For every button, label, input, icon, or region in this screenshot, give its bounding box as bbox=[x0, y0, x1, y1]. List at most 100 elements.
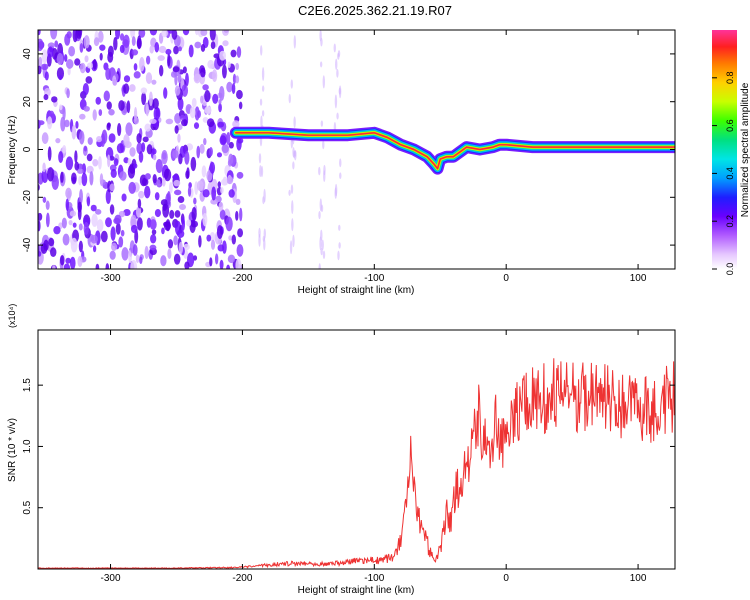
spectrogram-cell bbox=[261, 67, 265, 81]
spectrogram-cell bbox=[337, 250, 340, 261]
spectrogram-cell bbox=[42, 162, 46, 173]
spectrogram-cell bbox=[83, 145, 88, 152]
spectrogram-cell bbox=[206, 118, 215, 128]
spectrogram-cell bbox=[123, 157, 129, 164]
spectrogram-cell bbox=[74, 58, 81, 66]
spectrogram-cell bbox=[338, 242, 341, 249]
spectrogram-cell bbox=[131, 49, 139, 56]
spectrogram-cell bbox=[141, 177, 149, 186]
spectrogram-cell bbox=[291, 200, 294, 215]
spectrogram-cell bbox=[118, 210, 126, 218]
spectrogram-cell bbox=[86, 62, 94, 69]
spectrogram-cell bbox=[222, 40, 229, 47]
spectrogram-cell bbox=[128, 249, 132, 264]
spectrogram-cell bbox=[112, 79, 118, 86]
spectrogram-cell bbox=[320, 204, 324, 213]
x-tick-label: -200 bbox=[232, 573, 252, 584]
spectrogram-cell bbox=[91, 213, 98, 227]
spectrogram-cell bbox=[78, 240, 83, 253]
y-tick-label: -40 bbox=[22, 237, 33, 252]
y-tick-label: 20 bbox=[22, 96, 33, 108]
spectrogram-cell bbox=[196, 145, 201, 159]
x-tick-label: 0 bbox=[503, 573, 509, 584]
snr-line bbox=[38, 358, 675, 569]
spectrogram-cell bbox=[193, 197, 197, 205]
spectrogram-cell bbox=[216, 225, 223, 240]
y-tick-label: 0.5 bbox=[22, 500, 33, 514]
spectrogram-cell bbox=[189, 106, 196, 119]
spectrogram-cell bbox=[58, 74, 63, 81]
spectrogram-cell bbox=[108, 109, 115, 116]
spectrogram-cell bbox=[263, 188, 266, 203]
spectrogram-cell bbox=[160, 199, 168, 206]
spectrogram-cell bbox=[105, 263, 110, 269]
spectrogram-cell bbox=[259, 98, 263, 106]
spectrogram-cell bbox=[211, 69, 218, 83]
spectrogram-cell bbox=[334, 94, 338, 109]
spectrogram-cell bbox=[64, 119, 70, 128]
spectrogram-cell bbox=[338, 224, 341, 231]
spectrogram-cell bbox=[227, 61, 231, 68]
spectrogram-cell bbox=[202, 189, 210, 198]
spectrogram-cell bbox=[145, 103, 149, 117]
spectrogram-cell bbox=[200, 67, 206, 78]
spectrogram-cell bbox=[144, 185, 151, 199]
spectrogram-cell bbox=[172, 174, 180, 180]
spectrogram-cell bbox=[238, 101, 243, 110]
spectrogram-cell bbox=[58, 151, 64, 163]
colorbar-gradient bbox=[712, 30, 737, 269]
spectrogram-cell bbox=[118, 100, 125, 111]
spectrogram-cell bbox=[207, 59, 215, 69]
spectrogram-cell bbox=[79, 62, 86, 74]
spectrogram-cell bbox=[336, 112, 339, 120]
spectrogram-cell bbox=[137, 198, 142, 209]
spectrogram-cell bbox=[65, 59, 74, 69]
spectrogram-cell bbox=[51, 175, 59, 190]
spectrogram-cell bbox=[77, 255, 83, 267]
spectrogram-cell bbox=[212, 93, 219, 104]
spectrogram-cell bbox=[123, 133, 130, 147]
spectrogram-cell bbox=[79, 130, 85, 145]
spectrogram-cell bbox=[72, 30, 78, 43]
spectrogram-cell bbox=[47, 46, 54, 58]
spectrogram-cell bbox=[161, 177, 166, 187]
spectrogram-cell bbox=[333, 43, 336, 53]
spectrogram-cell bbox=[336, 68, 339, 78]
spectrogram-cell bbox=[43, 94, 49, 101]
spectrogram-cell bbox=[173, 235, 178, 246]
spectrogram-heatmap bbox=[38, 30, 675, 269]
spectrogram-cell bbox=[41, 132, 49, 144]
colorbar-tick-label: 0.8 bbox=[725, 72, 735, 85]
spectrogram-cell bbox=[181, 84, 189, 97]
spectrogram-cell bbox=[90, 234, 98, 244]
spectrogram-cell bbox=[320, 120, 324, 127]
spectrogram-cell bbox=[106, 122, 111, 131]
spectrogram-cell bbox=[79, 113, 86, 120]
spectrogram-cell bbox=[136, 217, 143, 231]
spectrogram-cell bbox=[149, 45, 154, 54]
spectrogram-cell bbox=[99, 173, 104, 187]
spectrogram-cell bbox=[319, 61, 323, 68]
spectrogram-cell bbox=[78, 223, 83, 231]
spectrogram-cell bbox=[290, 79, 293, 89]
spectrogram-cell bbox=[194, 30, 199, 36]
spectrogram-cell bbox=[149, 30, 158, 36]
y-tick-label: 40 bbox=[22, 48, 33, 60]
snr-panel: -300 -200 -100 0 100 0.5 1.0 1.5 Height of str… bbox=[7, 304, 676, 596]
spectrogram-cell bbox=[139, 57, 145, 72]
spectrogram-cell bbox=[98, 156, 102, 170]
spectrogram-y-axis: -40 -20 0 20 40 bbox=[22, 48, 675, 252]
spectrogram-cell bbox=[190, 156, 197, 172]
spectrogram-cell bbox=[202, 212, 208, 227]
colorbar-label: Normalized spectral amplitude bbox=[740, 82, 750, 217]
spectrogram-cell bbox=[165, 48, 172, 55]
spectrogram-cell bbox=[38, 38, 44, 52]
spectrogram-cell bbox=[232, 120, 240, 128]
spectrogram-cell bbox=[123, 75, 131, 83]
spectrogram-cell bbox=[173, 253, 181, 265]
spectrogram-cell bbox=[191, 207, 197, 221]
spectrogram-cell bbox=[182, 30, 190, 36]
spectrogram-cell bbox=[288, 189, 291, 196]
spectrogram-cell bbox=[227, 254, 236, 264]
spectrogram-cell bbox=[157, 55, 165, 61]
